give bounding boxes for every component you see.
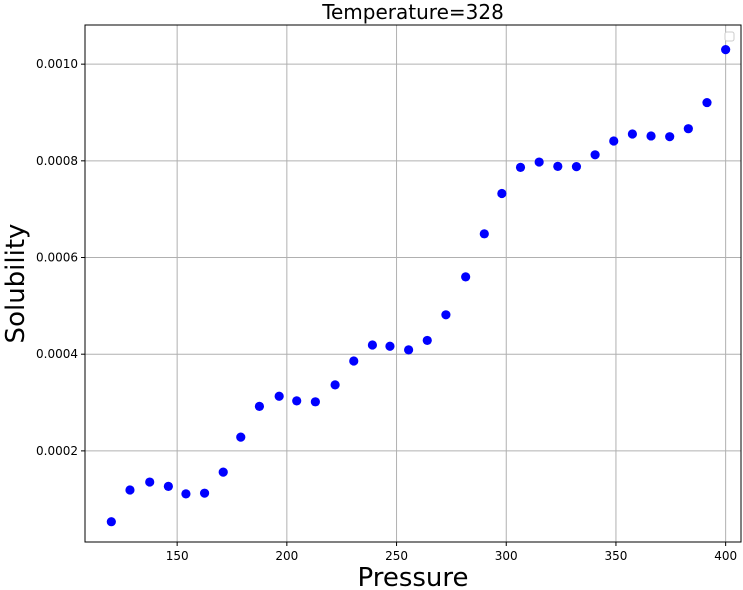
grid-lines — [85, 25, 741, 542]
x-tick-label: 350 — [604, 549, 627, 563]
y-tick-label: 0.0002 — [36, 444, 78, 458]
chart-title: Temperature=328 — [321, 0, 504, 24]
y-axis-label: Solubility — [1, 224, 31, 344]
data-point — [479, 229, 489, 239]
data-point — [367, 340, 378, 350]
x-tick-label: 300 — [495, 549, 518, 563]
x-tick-label: 250 — [385, 549, 408, 563]
data-point — [461, 272, 471, 282]
data-point — [497, 188, 507, 199]
data-point — [349, 356, 359, 366]
data-point — [236, 432, 246, 442]
data-point — [702, 97, 712, 108]
data-point — [181, 489, 191, 499]
data-point — [553, 161, 563, 171]
data-point — [515, 162, 526, 172]
data-point — [441, 310, 451, 320]
x-axis-label: Pressure — [357, 563, 468, 590]
data-point — [106, 517, 116, 527]
y-tick-label: 0.0004 — [36, 347, 78, 361]
data-point — [163, 481, 173, 492]
data-point — [274, 391, 284, 401]
x-tick-label: 400 — [714, 549, 737, 563]
data-point — [254, 401, 265, 412]
data-point — [145, 477, 155, 487]
x-tick-label: 150 — [166, 549, 189, 563]
data-point — [683, 124, 693, 134]
data-point — [310, 397, 320, 407]
data-points — [106, 45, 731, 527]
data-point — [665, 132, 675, 142]
data-point — [292, 396, 302, 406]
data-point — [385, 341, 395, 351]
data-point — [330, 380, 340, 390]
data-point — [422, 335, 432, 346]
data-point — [199, 488, 210, 498]
y-tick-label: 0.0006 — [36, 251, 78, 265]
data-point — [534, 157, 544, 167]
y-tick-label: 0.0008 — [36, 154, 78, 168]
plot-area-frame — [84, 24, 742, 543]
data-point — [218, 467, 228, 477]
data-point — [646, 131, 656, 141]
y-tick-label: 0.0010 — [36, 57, 78, 71]
data-point — [571, 162, 582, 172]
data-point — [125, 485, 135, 495]
x-tick-label: 200 — [275, 549, 298, 563]
data-point — [609, 136, 619, 146]
y-axis-ticks: 0.0002 0.0004 0.0006 0.0008 0.0010 — [36, 57, 85, 458]
data-point — [404, 345, 414, 355]
data-point — [721, 45, 731, 55]
data-point — [590, 150, 600, 160]
data-point — [627, 129, 637, 139]
legend-box — [724, 31, 735, 42]
x-axis-ticks: 150 200 250 300 350 400 — [166, 542, 737, 563]
